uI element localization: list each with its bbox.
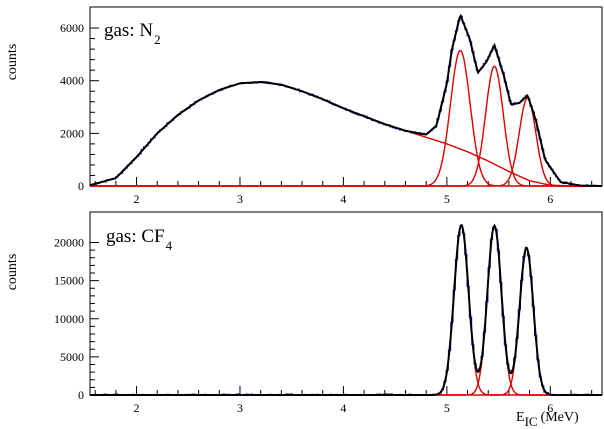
x-axis-title: EIC (MeV) [516,410,579,429]
curves-bottom [90,223,602,396]
fit-total [90,223,602,396]
x-tick-label: 2 [134,192,140,206]
y-tick-label: 2000 [60,126,84,140]
x-tick-label: 2 [134,401,140,415]
y-tick-label: 0 [78,179,84,193]
x-tick-label: 6 [547,401,553,415]
y-tick-label: 0 [78,388,84,402]
y-ticks-top: 0 2000 4000 6000 [60,21,99,193]
y-axis-title-top: counts [5,44,20,81]
x-tick-label: 4 [340,401,346,415]
y-axis-title-bottom: counts [5,254,20,291]
y-tick-label: 20000 [54,236,84,250]
x-tick-label: 4 [340,192,346,206]
x-ticks-bottom: 2 3 4 5 6 [94,386,593,415]
fit-total [89,13,602,187]
curves-top [89,13,602,187]
x-tick-label: 3 [237,401,243,415]
y-tick-label: 4000 [60,74,84,88]
x-tick-label: 3 [237,192,243,206]
y-tick-label: 10000 [54,312,84,326]
x-tick-label: 5 [444,401,450,415]
panel-label-bottom: gas: CF4 [106,226,173,253]
panel-n2: 0 2000 4000 6000 2 3 4 5 6 counts gas: N2 [5,6,603,206]
y-tick-label: 6000 [60,21,84,35]
y-tick-label: 15000 [54,274,84,288]
panel-label-top: gas: N2 [104,20,161,47]
x-tick-label: 6 [547,192,553,206]
fit-component-1 [90,49,602,187]
x-tick-label: 5 [444,192,450,206]
fit-component-3 [90,97,602,187]
panel-cf4: 0 5000 10000 15000 20000 2 3 4 5 6 counts gas: C… [5,211,603,429]
y-ticks-bottom: 0 5000 10000 15000 20000 [54,236,99,402]
fit-component-2 [90,246,602,396]
y-tick-label: 5000 [60,350,84,364]
